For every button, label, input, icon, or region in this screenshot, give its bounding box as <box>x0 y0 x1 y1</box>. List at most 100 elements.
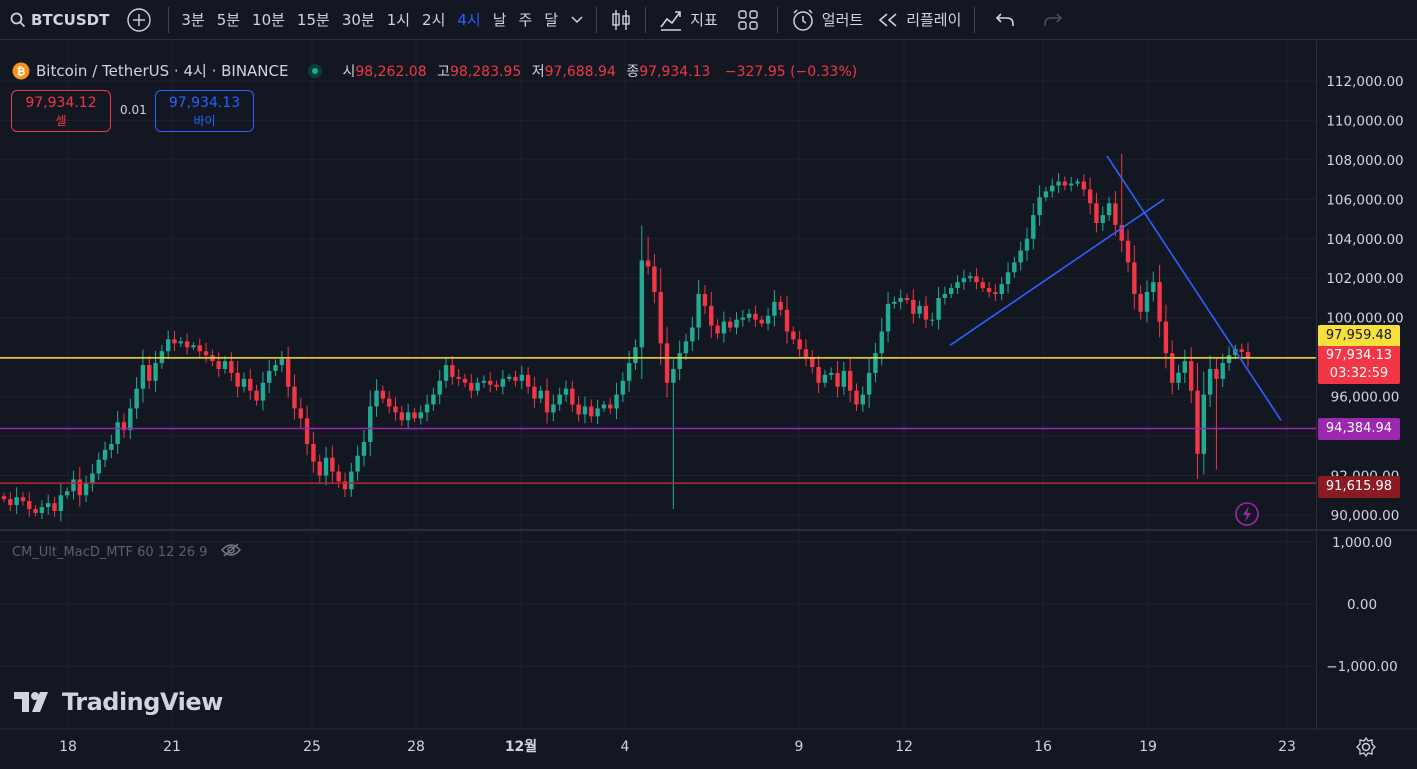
candle-body <box>715 325 720 334</box>
candle-body <box>949 288 954 295</box>
candle <box>58 483 64 522</box>
timeframe-dropdown-button[interactable] <box>564 0 590 40</box>
candle-body <box>576 404 581 415</box>
candle-body <box>1151 282 1156 293</box>
current-price-tag: 97,934.13 03:32:59 <box>1318 346 1400 384</box>
candle-body <box>134 388 139 409</box>
replay-button[interactable]: 리플레이 <box>870 0 968 40</box>
timeframe-8[interactable]: 날 <box>492 11 507 29</box>
indicator-legend[interactable]: CM_Ult_MacD_MTF 60 12 26 9 <box>12 542 242 562</box>
candle <box>71 470 76 500</box>
undo-button[interactable] <box>981 0 1029 40</box>
timeframe-3[interactable]: 15분 <box>296 11 330 29</box>
candle <box>267 359 272 393</box>
candle <box>1239 343 1244 358</box>
candle <box>1012 256 1017 278</box>
candle <box>709 291 714 339</box>
gear-icon[interactable] <box>1355 736 1377 758</box>
lightning-icon[interactable] <box>1234 501 1260 527</box>
candle <box>1106 196 1112 221</box>
candle <box>1163 304 1169 369</box>
candle-body <box>386 398 392 407</box>
candle <box>873 342 878 383</box>
candle <box>1157 264 1162 338</box>
candle <box>1176 364 1181 391</box>
chevron-down-icon <box>571 15 583 23</box>
tradingview-logo[interactable]: TradingView <box>14 688 223 716</box>
candle <box>109 434 114 459</box>
candle <box>191 342 196 351</box>
candle <box>532 376 537 408</box>
timeframe-5[interactable]: 1시 <box>386 11 411 29</box>
timeframe-0[interactable]: 3분 <box>181 11 205 29</box>
compare-symbol-button[interactable] <box>116 0 162 40</box>
buy-button[interactable]: 97,934.13 바이 <box>155 90 254 132</box>
candle <box>778 295 783 316</box>
timeframe-4[interactable]: 30분 <box>341 11 375 29</box>
candle-body <box>841 370 847 387</box>
time-axis[interactable]: 18 21 25 28 12월 4 9 12 16 19 23 <box>59 738 1296 755</box>
grid-icon <box>738 9 758 30</box>
candle-body <box>20 497 26 502</box>
candle-body <box>285 359 291 387</box>
candle <box>967 272 973 283</box>
price-axis[interactable]: 112,000.00 110,000.00 108,000.00 106,000.00… <box>1326 74 1403 524</box>
candle-body <box>1163 321 1169 354</box>
market-status-icon[interactable] <box>308 63 323 78</box>
candle-body <box>702 294 708 306</box>
candle <box>519 365 525 390</box>
time-axis-label: 21 <box>163 739 181 755</box>
candle <box>241 372 247 393</box>
candle-body <box>696 294 701 328</box>
redo-button[interactable] <box>1029 0 1077 40</box>
candle-body <box>797 339 802 350</box>
chart-type-button[interactable] <box>603 0 639 40</box>
horizontal-lines <box>0 357 1316 484</box>
candle-body <box>690 327 695 342</box>
timeframe-2[interactable]: 10분 <box>252 11 285 29</box>
candle-body <box>317 461 322 476</box>
candle-body <box>784 309 790 332</box>
candle <box>791 326 796 344</box>
price-axis-label: 110,000.00 <box>1326 113 1403 129</box>
indicators-button[interactable]: 지표 <box>652 0 725 40</box>
candle-body <box>1220 363 1225 379</box>
sell-button[interactable]: 97,934.12 셀 <box>11 90 111 132</box>
candle <box>1094 192 1099 233</box>
candle <box>165 330 171 360</box>
candle <box>1113 190 1118 237</box>
candle-body <box>102 449 108 460</box>
timeframe-6[interactable]: 2시 <box>422 11 446 29</box>
time-axis-label: 16 <box>1034 739 1052 755</box>
buy-label: 바이 <box>193 114 216 128</box>
candle-body <box>469 382 474 391</box>
candle <box>734 312 739 335</box>
candle-body <box>967 276 973 279</box>
timeframe-group: 3분 5분 10분 15분 30분 1시 2시 4시 날 주 달 <box>175 0 564 40</box>
alert-button[interactable]: 얼러트 <box>784 0 870 40</box>
candle-body <box>304 418 310 444</box>
timeframe-9[interactable]: 주 <box>518 11 533 29</box>
candle-body <box>1214 368 1219 379</box>
candle-body <box>39 507 45 513</box>
hidden-eye-icon[interactable] <box>221 542 242 562</box>
candle <box>633 339 638 371</box>
candle-body <box>961 278 967 283</box>
candle-body <box>1031 215 1036 239</box>
macd-axis-label: 1,000.00 <box>1332 535 1392 551</box>
timeframe-1[interactable]: 5분 <box>216 11 241 29</box>
layouts-button[interactable] <box>725 0 771 40</box>
candle <box>128 398 133 440</box>
candle-body <box>1182 361 1188 373</box>
candle-body <box>1075 181 1080 184</box>
candle-body <box>279 359 285 366</box>
symbol-search-button[interactable]: BTCUSDT <box>0 0 116 40</box>
timeframe-7[interactable]: 4시 <box>457 11 481 29</box>
rising-trendline <box>949 198 1165 346</box>
candle <box>431 387 436 411</box>
timeframe-10[interactable]: 달 <box>544 11 559 29</box>
candle <box>380 385 386 404</box>
candle <box>589 399 594 423</box>
candle-body <box>589 406 594 417</box>
